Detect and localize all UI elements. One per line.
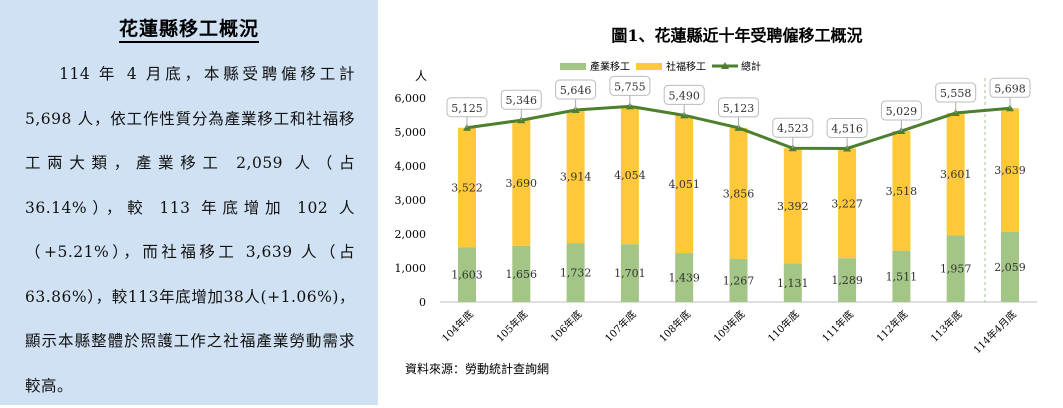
- legend: 產業移工 社福移工 總計: [560, 60, 761, 73]
- callout-box: [772, 117, 814, 138]
- x-tick-label: 109年底: [711, 308, 748, 345]
- data-label-total: 5,490: [668, 89, 700, 102]
- legend-swatch-social-welfare: [636, 63, 662, 70]
- callout-box: [663, 84, 705, 105]
- x-tick-label: 104年底: [439, 308, 476, 345]
- callout-box: [718, 97, 759, 118]
- callout-box: [446, 97, 488, 118]
- data-label-social-welfare: 3,856: [723, 187, 755, 200]
- data-label-social-welfare: 3,601: [940, 168, 972, 181]
- callout-box: [935, 82, 977, 103]
- bar-social-welfare: [620, 106, 639, 245]
- data-label-industrial: 1,267: [723, 274, 755, 287]
- callout-box: [500, 89, 542, 110]
- data-label-social-welfare: 3,914: [560, 171, 592, 184]
- bar-industrial: [512, 245, 531, 302]
- data-label-social-welfare: 4,054: [614, 169, 646, 182]
- data-label-industrial: 2,059: [994, 261, 1026, 274]
- source-note: 資料來源：勞動統計查詢網: [405, 362, 550, 376]
- x-tick-label: 111年底: [819, 308, 856, 345]
- data-label-industrial: 1,732: [560, 267, 592, 280]
- data-label-industrial: 1,511: [886, 270, 918, 283]
- bar-social-welfare: [458, 127, 476, 248]
- data-label-social-welfare: 3,522: [451, 182, 483, 195]
- data-label-total: 5,698: [994, 82, 1026, 95]
- bar-industrial: [892, 250, 911, 302]
- y-axis-label: 人: [415, 69, 427, 83]
- data-label-total: 4,523: [777, 122, 809, 135]
- data-label-total: 5,646: [560, 84, 592, 97]
- bar-social-welfare: [729, 127, 748, 259]
- bar-social-welfare: [512, 120, 531, 246]
- data-label-social-welfare: 4,051: [668, 178, 700, 191]
- data-label-total: 5,346: [506, 94, 538, 107]
- callout-box: [880, 100, 922, 121]
- callout-box: [826, 117, 868, 138]
- data-label-social-welfare: 3,392: [777, 200, 809, 213]
- data-label-total: 5,123: [723, 102, 755, 115]
- data-label-industrial: 1,701: [614, 267, 646, 280]
- data-label-total: 5,029: [886, 105, 918, 118]
- summary-panel: 花蓮縣移工概況 114 年 4 月底，本縣受聘僱移工計 5,698 人，依工作性…: [0, 0, 378, 405]
- chart-title: 圖1、花蓮縣近十年受聘僱移工概況: [611, 26, 862, 45]
- summary-title: 花蓮縣移工概況: [118, 18, 259, 43]
- summary-body: 114 年 4 月底，本縣受聘僱移工計 5,698 人，依工作性質分為產業移工和…: [25, 65, 355, 395]
- callout-box: [989, 77, 1031, 98]
- data-label-total: 5,125: [451, 102, 483, 115]
- x-tick-label: 114年4月底: [971, 308, 1019, 356]
- bar-industrial: [838, 258, 857, 302]
- x-tick-label: 112年底: [874, 308, 911, 345]
- legend-marker-total: [721, 62, 729, 69]
- data-label-industrial: 1,957: [940, 263, 972, 276]
- bar-social-welfare: [1001, 108, 1019, 232]
- y-tick-label: 3,000: [395, 194, 427, 207]
- data-label-social-welfare: 3,690: [506, 177, 538, 190]
- bar-social-welfare: [838, 148, 857, 259]
- y-tick-label: 6,000: [395, 92, 427, 105]
- bar-social-welfare: [783, 148, 802, 264]
- data-label-total: 5,558: [940, 87, 972, 100]
- bar-social-welfare: [946, 113, 965, 236]
- x-tick-label: 108年底: [656, 308, 693, 345]
- y-tick-label: 5,000: [395, 126, 427, 139]
- x-tick-label: 106年底: [548, 308, 585, 345]
- data-label-industrial: 1,439: [668, 272, 700, 285]
- data-label-industrial: 1,656: [506, 268, 538, 281]
- bar-social-welfare: [566, 110, 585, 244]
- legend-swatch-industrial: [560, 63, 586, 70]
- bar-industrial: [946, 235, 965, 302]
- bar-industrial: [783, 263, 802, 302]
- data-label-industrial: 1,603: [451, 269, 483, 282]
- legend-label-social-welfare: 社福移工: [666, 60, 706, 73]
- stacked-bar-chart: 圖1、花蓮縣近十年受聘僱移工概況 產業移工 社福移工 總計 人 0 1,000 2,00…: [395, 26, 1037, 356]
- data-label-industrial: 1,289: [831, 274, 863, 287]
- bar-social-welfare: [675, 115, 694, 254]
- x-tick-label: 110年底: [765, 308, 802, 345]
- callout-box: [555, 79, 597, 100]
- data-label-social-welfare: 3,639: [994, 164, 1026, 177]
- data-label-total: 5,755: [614, 80, 646, 93]
- x-tick-label: 105年底: [493, 308, 530, 345]
- bar-industrial: [458, 247, 476, 302]
- data-label-total: 4,516: [831, 122, 863, 135]
- callout-box: [609, 75, 651, 96]
- legend-label-total: 總計: [741, 60, 761, 73]
- bar-social-welfare: [892, 131, 911, 251]
- bar-industrial: [620, 244, 639, 302]
- bar-industrial: [1001, 231, 1019, 302]
- legend-label-industrial: 產業移工: [590, 60, 630, 73]
- bar-industrial: [675, 253, 694, 302]
- data-label-social-welfare: 3,227: [831, 197, 863, 210]
- x-tick-label: 107年底: [602, 308, 639, 345]
- bar-industrial: [729, 258, 748, 302]
- y-tick-label: 4,000: [395, 160, 427, 173]
- x-tick-label: 113年底: [928, 308, 965, 345]
- y-tick-label: 0: [419, 296, 426, 309]
- y-tick-label: 1,000: [395, 262, 427, 275]
- data-label-industrial: 1,131: [777, 277, 809, 290]
- data-label-social-welfare: 3,518: [886, 185, 918, 198]
- bar-industrial: [566, 243, 585, 302]
- y-tick-label: 2,000: [395, 228, 427, 241]
